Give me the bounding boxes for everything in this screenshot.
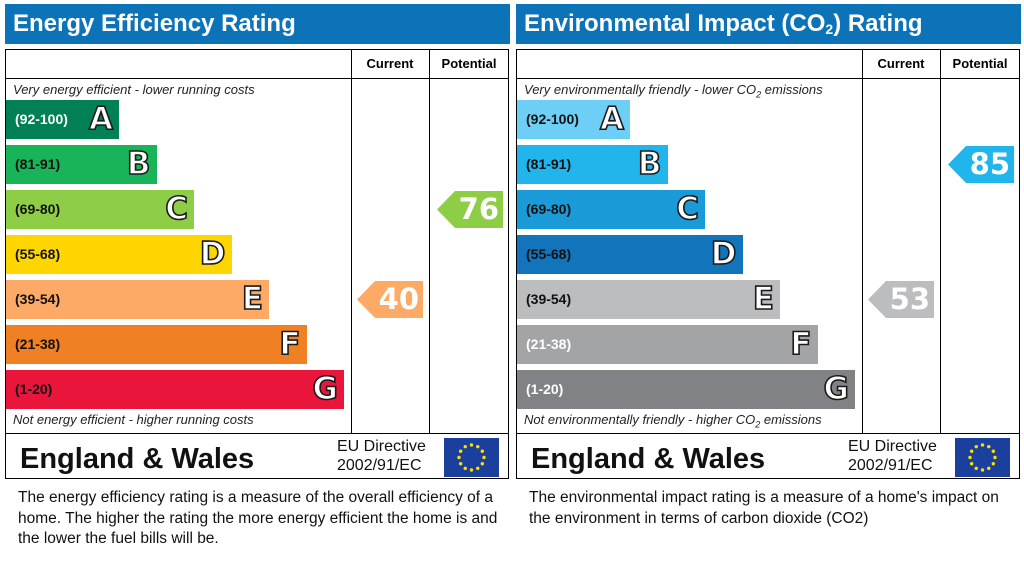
band-range-label: (55-68) (15, 246, 61, 262)
band-range-label: (55-68) (526, 246, 572, 262)
eu-directive: EU Directive 2002/91/EC (337, 437, 426, 475)
band-letter: C (675, 190, 699, 228)
env-title-text: Environmental Impact (CO (524, 10, 826, 37)
top-caption-tail: emissions (761, 82, 823, 97)
band-letter: B (126, 145, 151, 183)
column-divider-potential (940, 50, 941, 433)
column-divider-current (351, 50, 352, 433)
band-e: (39-54) E (517, 280, 780, 319)
band-range-label: (1-20) (526, 381, 564, 397)
band-range-label: (39-54) (15, 291, 61, 307)
band-a: (92-100) A (6, 100, 119, 139)
env-chart-frame: Current Potential Very environmentally f… (516, 49, 1020, 479)
band-g: (1-20) G (517, 370, 855, 409)
region-label: England & Wales (531, 443, 766, 475)
band-e: (39-54) E (6, 280, 269, 319)
band-letter: F (279, 325, 302, 363)
top-caption-sub: 2 (756, 89, 762, 100)
band-letter: A (88, 100, 114, 138)
band-b: (81-91) B (6, 145, 157, 184)
band-letter: C (164, 190, 188, 228)
band-b: (81-91) B (517, 145, 668, 184)
band-letter: E (241, 280, 264, 318)
band-letter: G (823, 370, 850, 408)
eu-flag-icon (955, 438, 1010, 477)
potential-rating-arrow: 85 (948, 146, 1014, 183)
bottom-caption-text: Not environmentally friendly - higher CO (524, 412, 756, 427)
band-letter: D (710, 235, 737, 273)
directive-line1: EU Directive (337, 438, 426, 455)
energy-efficiency-panel: Energy Efficiency Rating Current Potenti… (5, 4, 510, 570)
current-rating-arrow-value: 53 (889, 282, 930, 316)
band-range-label: (92-100) (526, 111, 579, 127)
band-range-label: (69-80) (526, 201, 572, 217)
band-letter: D (199, 235, 226, 273)
energy-title: Energy Efficiency Rating (5, 4, 510, 44)
energy-description: The energy efficiency rating is a measur… (18, 489, 498, 547)
directive-line2: 2002/91/EC (337, 457, 422, 474)
band-letter: F (790, 325, 813, 363)
top-caption: Very energy efficient - lower running co… (13, 82, 255, 97)
band-c: (69-80) C (6, 190, 194, 229)
band-f: (21-38) F (6, 325, 307, 364)
energy-chart-frame: Current Potential Very energy efficient … (5, 49, 509, 479)
footer-divider (6, 433, 508, 434)
current-rating-arrow: 53 (868, 281, 934, 318)
bottom-caption-tail: emissions (760, 412, 822, 427)
band-range-label: (1-20) (15, 381, 53, 397)
energy-title-text: Energy Efficiency Rating (13, 10, 296, 37)
band-f: (21-38) F (517, 325, 818, 364)
potential-rating-arrow-value: 85 (969, 147, 1010, 181)
env-title-sub: 2 (825, 21, 834, 37)
header-divider (6, 78, 508, 79)
current-rating-arrow: 40 (357, 281, 423, 318)
directive-line1: EU Directive (848, 438, 937, 455)
band-range-label: (21-38) (15, 336, 61, 352)
band-range-label: (81-91) (526, 156, 572, 172)
eu-flag-icon (444, 438, 499, 477)
potential-rating-arrow: 76 (437, 191, 503, 228)
band-letter: E (752, 280, 775, 318)
band-d: (55-68) D (6, 235, 232, 274)
footer-divider (517, 433, 1019, 434)
env-description: The environmental impact rating is a mea… (529, 489, 999, 527)
top-caption: Very environmentally friendly - lower CO… (524, 82, 823, 100)
column-divider-potential (429, 50, 430, 433)
band-g: (1-20) G (6, 370, 344, 409)
environmental-impact-panel: Environmental Impact (CO2) Rating Curren… (516, 4, 1021, 570)
band-d: (55-68) D (517, 235, 743, 274)
band-range-label: (21-38) (526, 336, 572, 352)
band-range-label: (69-80) (15, 201, 61, 217)
env-title-tail: ) Rating (833, 10, 923, 37)
current-column-header: Current (366, 56, 414, 71)
bottom-caption: Not energy efficient - higher running co… (13, 412, 254, 427)
potential-column-header: Potential (441, 56, 497, 71)
potential-column-header: Potential (952, 56, 1008, 71)
band-a: (92-100) A (517, 100, 630, 139)
current-column-header: Current (877, 56, 925, 71)
band-letter: A (599, 100, 625, 138)
band-c: (69-80) C (517, 190, 705, 229)
bottom-caption: Not environmentally friendly - higher CO… (524, 412, 822, 430)
top-caption-text: Very environmentally friendly - lower CO (524, 82, 757, 97)
bottom-caption-sub: 2 (755, 419, 761, 430)
header-divider (517, 78, 1019, 79)
band-letter: G (312, 370, 339, 408)
potential-rating-arrow-value: 76 (458, 192, 499, 226)
band-letter: B (637, 145, 662, 183)
directive-line2: 2002/91/EC (848, 457, 933, 474)
current-rating-arrow-value: 40 (378, 282, 419, 316)
column-divider-current (862, 50, 863, 433)
region-label: England & Wales (20, 443, 255, 475)
env-title: Environmental Impact (CO2) Rating (516, 4, 1021, 44)
band-range-label: (81-91) (15, 156, 61, 172)
band-range-label: (92-100) (15, 111, 68, 127)
eu-directive: EU Directive 2002/91/EC (848, 437, 937, 475)
band-range-label: (39-54) (526, 291, 572, 307)
